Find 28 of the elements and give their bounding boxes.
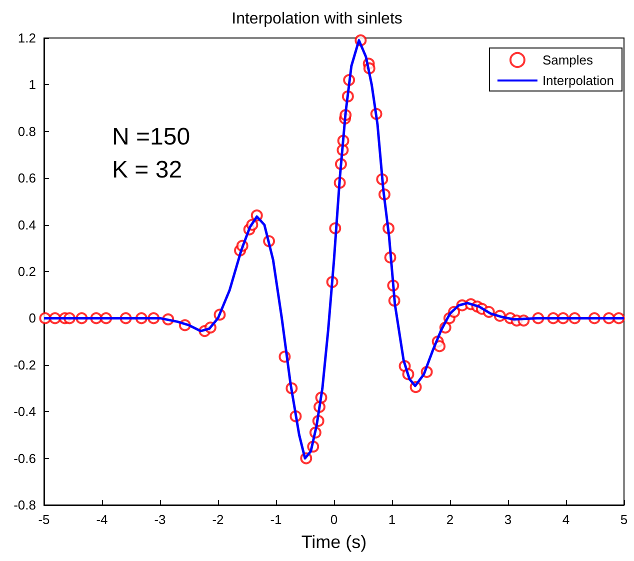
y-tick-label: 0.2: [18, 264, 36, 279]
legend-label: Samples: [542, 52, 594, 68]
y-tick-label: 0: [28, 310, 36, 326]
y-tick-label: 0.8: [18, 124, 36, 139]
annotation: K = 32: [112, 156, 182, 184]
y-tick-label: -0.6: [14, 450, 36, 466]
x-tick-label: 4: [562, 512, 570, 527]
x-tick-label: 2: [446, 512, 454, 527]
x-axis-title: Time (s): [301, 532, 367, 552]
x-tick-label: 5: [620, 512, 628, 527]
x-tick-label: -2: [212, 512, 224, 527]
y-tick-label: -0.2: [14, 357, 36, 372]
y-tick-label: -0.4: [14, 404, 36, 420]
y-tick-label: 1: [28, 77, 36, 92]
x-tick-label: 1: [388, 512, 396, 527]
y-tick-label: 0.6: [18, 170, 36, 186]
y-tick-label: 0.4: [18, 217, 36, 232]
x-tick-label: -1: [270, 512, 282, 527]
x-tick-label: -5: [38, 512, 50, 527]
y-tick-label: 1.2: [18, 30, 36, 46]
legend-label: Interpolation: [542, 73, 614, 88]
x-tick-label: 0: [330, 512, 338, 527]
x-tick-label: -4: [96, 512, 108, 527]
y-tick-label: -0.8: [14, 498, 36, 512]
x-tick-label: -3: [154, 512, 166, 527]
annotation: N =150: [112, 124, 190, 150]
x-tick-label: 3: [504, 512, 512, 527]
chart-title: Interpolation with sinlets: [232, 10, 402, 28]
